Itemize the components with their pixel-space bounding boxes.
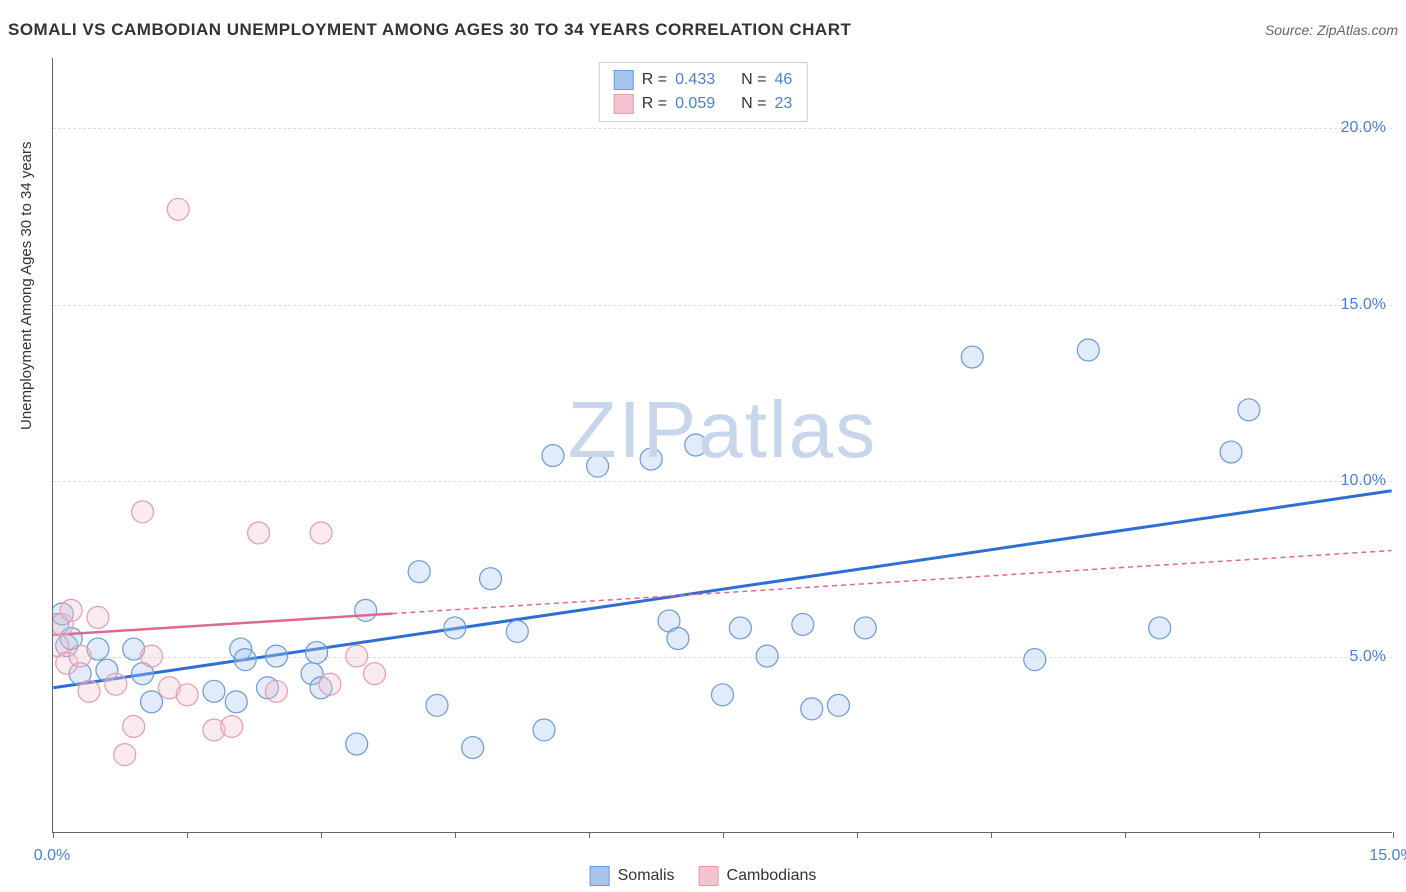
- data-point: [87, 606, 109, 628]
- data-point: [248, 522, 270, 544]
- x-tick: [857, 832, 858, 838]
- data-point: [167, 198, 189, 220]
- data-point: [756, 645, 778, 667]
- data-point: [1220, 441, 1242, 463]
- legend-swatch: [614, 70, 634, 90]
- data-point: [346, 645, 368, 667]
- x-tick: [1125, 832, 1126, 838]
- data-point: [462, 737, 484, 759]
- legend-n-value: 23: [774, 95, 792, 113]
- plot-area: ZIPatlas 5.0%10.0%15.0%20.0%: [52, 58, 1392, 833]
- data-point: [306, 642, 328, 664]
- data-point: [685, 434, 707, 456]
- data-point: [792, 613, 814, 635]
- chart-title: SOMALI VS CAMBODIAN UNEMPLOYMENT AMONG A…: [8, 20, 851, 40]
- legend-swatch: [590, 866, 610, 886]
- data-point: [265, 680, 287, 702]
- x-tick: [991, 832, 992, 838]
- data-point: [355, 599, 377, 621]
- data-point: [265, 645, 287, 667]
- data-point: [221, 715, 243, 737]
- data-point: [408, 561, 430, 583]
- legend-r-label: R =: [642, 71, 667, 89]
- x-tick: [187, 832, 188, 838]
- data-point: [1149, 617, 1171, 639]
- data-point: [346, 733, 368, 755]
- legend-row: R = 0.059 N = 23: [614, 92, 793, 116]
- data-point: [426, 694, 448, 716]
- data-point: [78, 680, 100, 702]
- data-point: [225, 691, 247, 713]
- data-point: [533, 719, 555, 741]
- trend-line-dashed: [392, 551, 1391, 614]
- data-point: [729, 617, 751, 639]
- legend-series-item: Cambodians: [699, 866, 817, 886]
- scatter-chart: [53, 58, 1392, 832]
- data-point: [667, 628, 689, 650]
- x-tick: [589, 832, 590, 838]
- legend-n-label: N =: [741, 71, 766, 89]
- data-point: [827, 694, 849, 716]
- x-tick: [455, 832, 456, 838]
- data-point: [801, 698, 823, 720]
- data-point: [480, 568, 502, 590]
- legend-series-label: Somalis: [618, 867, 675, 885]
- x-tick: [723, 832, 724, 838]
- source-label: Source: ZipAtlas.com: [1265, 22, 1398, 38]
- legend-swatch: [614, 94, 634, 114]
- legend-n-label: N =: [741, 95, 766, 113]
- title-bar: SOMALI VS CAMBODIAN UNEMPLOYMENT AMONG A…: [8, 20, 1398, 40]
- legend-r-value: 0.433: [675, 71, 715, 89]
- data-point: [1024, 649, 1046, 671]
- data-point: [640, 448, 662, 470]
- data-point: [141, 691, 163, 713]
- data-point: [1238, 399, 1260, 421]
- x-tick-label: 0.0%: [34, 847, 70, 865]
- data-point: [132, 501, 154, 523]
- x-tick: [1393, 832, 1394, 838]
- data-point: [542, 445, 564, 467]
- x-tick: [53, 832, 54, 838]
- legend-r-value: 0.059: [675, 95, 715, 113]
- data-point: [854, 617, 876, 639]
- data-point: [587, 455, 609, 477]
- data-point: [506, 620, 528, 642]
- data-point: [1077, 339, 1099, 361]
- legend-correlation: R = 0.433 N = 46 R = 0.059 N = 23: [599, 62, 808, 122]
- y-axis-label: Unemployment Among Ages 30 to 34 years: [18, 141, 35, 430]
- data-point: [364, 663, 386, 685]
- data-point: [712, 684, 734, 706]
- data-point: [444, 617, 466, 639]
- data-point: [69, 645, 91, 667]
- legend-r-label: R =: [642, 95, 667, 113]
- legend-n-value: 46: [774, 71, 792, 89]
- data-point: [123, 715, 145, 737]
- legend-series-label: Cambodians: [727, 867, 817, 885]
- data-point: [176, 684, 198, 706]
- x-tick-label: 15.0%: [1369, 847, 1406, 865]
- data-point: [105, 673, 127, 695]
- x-tick: [1259, 832, 1260, 838]
- x-tick: [321, 832, 322, 838]
- legend-series: Somalis Cambodians: [590, 866, 817, 886]
- data-point: [141, 645, 163, 667]
- data-point: [234, 649, 256, 671]
- legend-series-item: Somalis: [590, 866, 675, 886]
- data-point: [60, 599, 82, 621]
- data-point: [310, 522, 332, 544]
- legend-row: R = 0.433 N = 46: [614, 68, 793, 92]
- data-point: [203, 680, 225, 702]
- data-point: [319, 673, 341, 695]
- data-point: [961, 346, 983, 368]
- data-point: [114, 744, 136, 766]
- legend-swatch: [699, 866, 719, 886]
